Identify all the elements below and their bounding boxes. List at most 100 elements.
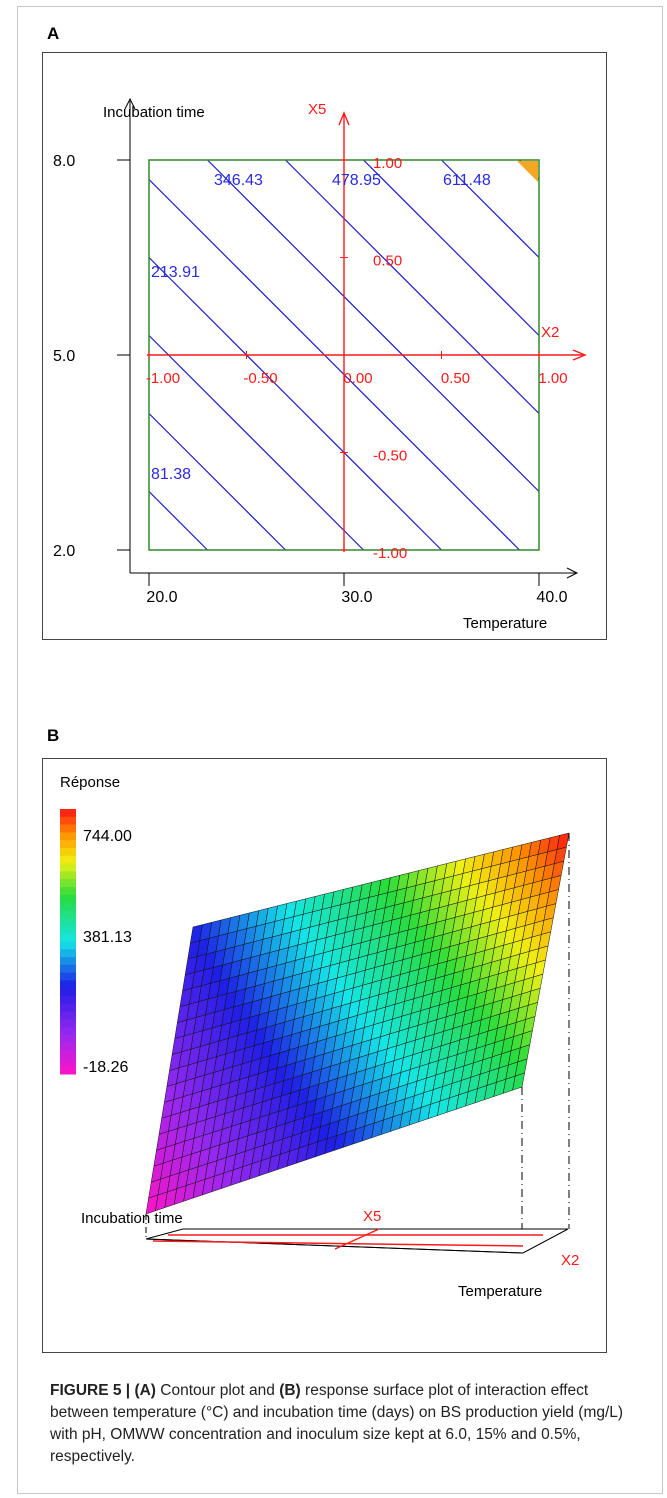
- figure-frame: [17, 6, 663, 1494]
- colorbar-cell-31: [60, 1050, 76, 1059]
- surface-x5-label: X5: [363, 1208, 381, 1225]
- legend-value-0: 744.00: [83, 828, 132, 845]
- colorbar-cell-23: [60, 988, 76, 997]
- y-tick-label-2: 8.0: [53, 153, 75, 170]
- coded-x-tick-label-4: 1.00: [538, 370, 567, 387]
- contour-label-4: 611.48: [443, 172, 491, 189]
- colorbar-cell-7: [60, 863, 76, 872]
- colorbar-cell-4: [60, 840, 76, 849]
- colorbar-cell-3: [60, 832, 76, 841]
- response-surface: [145, 832, 570, 1215]
- contour-line-5: [207, 159, 540, 492]
- caption-text-2: response surface plot of interaction eff…: [50, 1382, 624, 1465]
- colorbar-cell-24: [60, 996, 76, 1005]
- colorbar-cell-25: [60, 1003, 76, 1013]
- colorbar-cell-17: [60, 941, 76, 950]
- colorbar-cell-21: [60, 972, 76, 981]
- coded-y-tick-label-0: -1.00: [373, 545, 407, 562]
- colorbar-cell-20: [60, 964, 76, 974]
- colorbar-cell-28: [60, 1027, 76, 1036]
- x5-coded-axis: [334, 1228, 380, 1250]
- colorbar-cell-8: [60, 871, 76, 880]
- highlight-triangle: [517, 161, 538, 182]
- colorbar-cell-0: [60, 809, 76, 818]
- colorbar-cell-13: [60, 910, 76, 919]
- y-tick-label-0: 2.0: [53, 543, 75, 560]
- contour-line-4: [148, 179, 520, 551]
- x-axis-title: Temperature: [463, 615, 547, 632]
- figure-caption: FIGURE 5 | (A) Contour plot and (B) resp…: [50, 1380, 650, 1468]
- legend-value-1: 381.13: [83, 929, 132, 946]
- coded-y-arrow: [338, 111, 350, 126]
- panel-a-letter: A: [47, 24, 60, 43]
- caption-part-a: (A): [134, 1382, 156, 1399]
- colorbar-cell-22: [60, 980, 76, 989]
- colorbar-cell-29: [60, 1035, 76, 1044]
- legend-value-2: -18.26: [83, 1059, 128, 1076]
- surface-plot: Réponse 744.00 381.13 -18.26 Incubation ti…: [60, 774, 579, 1300]
- colorbar-cell-27: [60, 1019, 76, 1028]
- colorbar-cell-16: [60, 933, 76, 942]
- contour-line-0: [148, 491, 208, 551]
- colorbar-cell-26: [60, 1011, 76, 1020]
- coded-x-name: X2: [541, 324, 559, 341]
- colorbar-cell-9: [60, 879, 76, 888]
- coded-y-tick-label-3: 1.00: [373, 155, 402, 172]
- natural-axes: 2.0 5.0 8.0 20.0 30.0 40.0: [53, 97, 579, 606]
- surface-plot-box: Réponse 744.00 381.13 -18.26 Incubation ti…: [42, 758, 607, 1353]
- caption-figure-label: FIGURE 5 |: [50, 1382, 135, 1399]
- colorbar-cell-15: [60, 925, 76, 935]
- coded-x-tick-label-2: 0.00: [343, 370, 372, 387]
- coded-y-tick-label-2: 0.50: [373, 253, 402, 270]
- panel-b-letter: B: [47, 726, 60, 745]
- coded-x-arrow: [572, 349, 587, 361]
- coded-y-name: X5: [308, 101, 326, 118]
- contour-line-7: [363, 159, 540, 336]
- contour-line-2: [148, 335, 364, 551]
- colorbar-cell-18: [60, 949, 76, 958]
- contour-line-8: [441, 159, 540, 258]
- contour-label-3: 478.95: [332, 172, 381, 189]
- surface-temperature-label: Temperature: [458, 1283, 542, 1300]
- colorbar-cell-2: [60, 824, 76, 833]
- contour-plot: 2.0 5.0 8.0 20.0 30.0 40.0 X5 X2 -1.00 -0.50 0.00…: [53, 97, 587, 632]
- contour-label-1: 213.91: [151, 264, 200, 281]
- caption-text-1: Contour plot and: [155, 1382, 280, 1399]
- colorbar-cell-10: [60, 886, 76, 896]
- colorbar-cell-6: [60, 855, 76, 865]
- colorbar-cell-1: [60, 816, 76, 826]
- colorbar-cell-33: [60, 1066, 76, 1075]
- contour-plot-box: 2.0 5.0 8.0 20.0 30.0 40.0 X5 X2 -1.00 -0.50 0.00…: [42, 52, 607, 640]
- surface-base-axes: Incubation time X5 X2 Temperature: [81, 833, 579, 1300]
- color-legend-bar: [60, 809, 76, 1075]
- colorbar-cell-12: [60, 902, 76, 911]
- coded-x-tick-label-3: 0.50: [441, 370, 470, 387]
- contour-line-3: [148, 257, 442, 551]
- x-axis-arrow: [566, 567, 579, 579]
- contour-value-labels: 81.38 213.91 346.43 478.95 611.48: [151, 172, 491, 483]
- highlight-region: [517, 161, 538, 182]
- y-axis-title: Incubation time: [103, 104, 205, 121]
- colorbar-cell-32: [60, 1058, 76, 1067]
- colorbar-cell-14: [60, 918, 76, 927]
- colorbar-cell-5: [60, 847, 76, 857]
- caption-part-b: (B): [279, 1382, 301, 1399]
- y-tick-label-1: 5.0: [53, 348, 75, 365]
- surface-x2-label: X2: [561, 1252, 579, 1269]
- y-axis-arrow: [124, 97, 136, 110]
- x-tick-label-0: 20.0: [146, 589, 177, 606]
- coded-axes: X5 X2 -1.00 -0.50 0.00 0.50 1.00 -1.00 -0.50 0.50…: [146, 101, 587, 562]
- colorbar-cell-30: [60, 1042, 76, 1052]
- color-legend-labels: 744.00 381.13 -18.26: [83, 828, 132, 1076]
- x2-coded-axis: [152, 1240, 524, 1247]
- contour-label-0: 81.38: [151, 466, 191, 483]
- x-tick-label-1: 30.0: [341, 589, 372, 606]
- surface-incubation-label: Incubation time: [81, 1210, 183, 1227]
- coded-x-tick-label-1: -0.50: [243, 370, 277, 387]
- colorbar-cell-19: [60, 957, 76, 966]
- contour-line-6: [285, 159, 540, 414]
- coded-x-tick-label-0: -1.00: [146, 370, 180, 387]
- contour-label-2: 346.43: [214, 172, 263, 189]
- contour-line-1: [148, 413, 286, 551]
- coded-y-tick-label-1: -0.50: [373, 448, 407, 465]
